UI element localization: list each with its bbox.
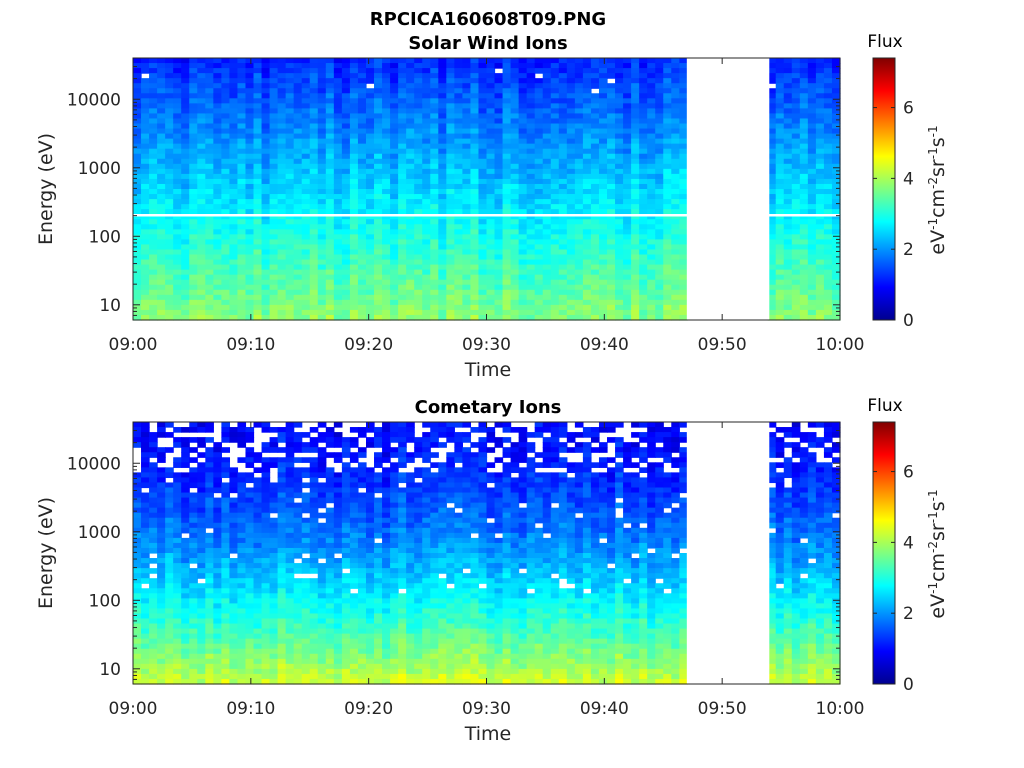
- y-tick-label: 10: [99, 660, 121, 680]
- panel-title-solar-wind: Solar Wind Ions: [408, 33, 567, 54]
- colorbar-tick-label: 4: [903, 533, 914, 553]
- colorbar-tick-label: 0: [903, 675, 914, 695]
- y-tick-label: 100: [89, 227, 121, 247]
- plot-frame-solar-wind: [132, 57, 841, 321]
- panel-cometary-ions: Cometary Ions 09:00 09:10 09:20 09:30 09:40 0…: [35, 396, 949, 745]
- panel-title-cometary: Cometary Ions: [415, 397, 562, 418]
- data-gap: [686, 58, 770, 320]
- colorbar-units-solar-wind: eV-1cm-2sr-1s-1: [926, 125, 949, 254]
- plot-frame-cometary: [132, 421, 841, 685]
- colorbar-solar-wind: [872, 57, 896, 321]
- y-axis-solar-wind: 10 100 1000 10000: [67, 57, 840, 321]
- colorbar-tick-label: 6: [903, 99, 914, 119]
- data-gap: [686, 422, 770, 684]
- x-tick-label: 09:30: [462, 335, 511, 355]
- y-axis-label-solar-wind: Energy (eV): [35, 133, 57, 245]
- colorbar-title-cometary: Flux: [867, 396, 902, 416]
- x-tick-label: 10:00: [816, 335, 865, 355]
- colorbar-tick-label: 6: [903, 463, 914, 483]
- y-tick-label: 10000: [67, 90, 121, 110]
- y-tick-label: 10000: [67, 454, 121, 474]
- x-axis-label-solar-wind: Time: [464, 359, 512, 381]
- x-tick-label: 09:50: [698, 699, 747, 719]
- x-axis-cometary: 09:00 09:10 09:20 09:30 09:40 09:50 10:00: [109, 422, 865, 719]
- y-tick-label: 10: [99, 296, 121, 316]
- y-tick-label: 1000: [78, 159, 121, 179]
- x-tick-label: 10:00: [816, 699, 865, 719]
- x-tick-label: 09:00: [109, 335, 158, 355]
- spectrogram-solar-wind: [133, 58, 841, 321]
- x-tick-label: 09:30: [462, 699, 511, 719]
- colorbar-tick-label: 4: [903, 169, 914, 189]
- x-tick-label: 09:20: [344, 335, 393, 355]
- colorbar-tick-label: 2: [903, 604, 914, 624]
- x-axis-label-cometary: Time: [464, 723, 512, 745]
- colorbar-cometary: [872, 421, 896, 685]
- x-tick-label: 09:00: [109, 699, 158, 719]
- spectrogram-cometary: [133, 422, 841, 685]
- y-tick-label: 1000: [78, 523, 121, 543]
- colorbar-title-solar-wind: Flux: [867, 32, 902, 52]
- colorbar-units-cometary: eV-1cm-2sr-1s-1: [926, 489, 949, 618]
- x-tick-label: 09:40: [580, 699, 629, 719]
- colorbar-ticks-cometary: 0 2 4 6: [873, 463, 914, 695]
- x-tick-label: 09:20: [344, 699, 393, 719]
- x-tick-label: 09:10: [226, 699, 275, 719]
- x-tick-label: 09:40: [580, 335, 629, 355]
- figure-title: RPCICA160608T09.PNG: [370, 9, 606, 30]
- x-tick-label: 09:50: [698, 335, 747, 355]
- y-axis-cometary: 10 100 1000 10000: [67, 421, 840, 685]
- panel-solar-wind-ions: Solar Wind Ions 09:00 09:10 09:20 09:30 09:4…: [35, 32, 949, 381]
- colorbar-tick-label: 0: [903, 311, 914, 331]
- x-axis-solar-wind: 09:00 09:10 09:20 09:30 09:40 09:50 10:00: [109, 58, 865, 355]
- colorbar-tick-label: 2: [903, 240, 914, 260]
- y-axis-label-cometary: Energy (eV): [35, 497, 57, 609]
- y-tick-label: 100: [89, 591, 121, 611]
- colorbar-ticks-solar-wind: 0 2 4 6: [873, 99, 914, 331]
- x-tick-label: 09:10: [226, 335, 275, 355]
